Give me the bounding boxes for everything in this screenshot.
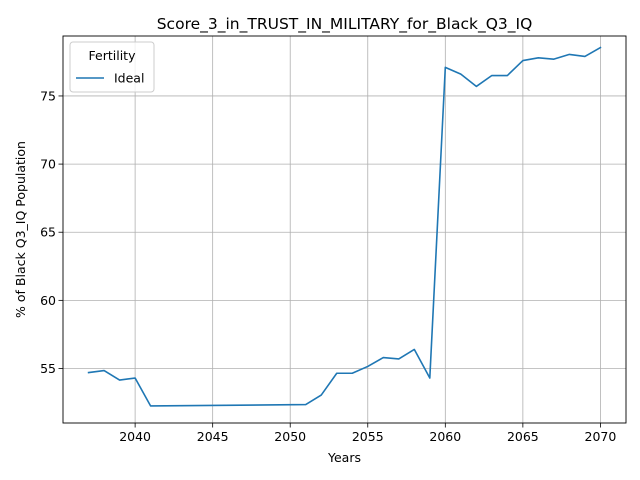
legend: Fertility Ideal — [69, 41, 155, 93]
x-tick-label: 2045 — [197, 429, 229, 444]
legend-entry-label: Ideal — [114, 71, 144, 86]
series-line-ideal — [87, 46, 602, 407]
x-tick-label: 2055 — [352, 429, 384, 444]
y-tick-label: 75 — [40, 88, 56, 103]
chart-title: Score_3_in_TRUST_IN_MILITARY_for_Black_Q… — [157, 15, 533, 34]
y-tick-label: 70 — [40, 157, 56, 172]
x-tick-label: 2040 — [119, 429, 151, 444]
legend-title: Fertility — [89, 48, 137, 63]
x-tick-label: 2070 — [585, 429, 617, 444]
x-axis: 2040 2045 2050 2055 2060 2065 2070 — [119, 423, 616, 444]
y-tick-label: 65 — [40, 225, 56, 240]
y-axis-label: % of Black Q3_IQ Population — [13, 141, 28, 318]
x-tick-label: 2060 — [429, 429, 461, 444]
y-axis: 55 60 65 70 75 — [40, 88, 63, 376]
y-tick-label: 60 — [40, 293, 56, 308]
x-tick-label: 2050 — [274, 429, 306, 444]
y-tick-label: 55 — [40, 361, 56, 376]
plot-frame — [62, 35, 627, 424]
x-tick-label: 2065 — [507, 429, 539, 444]
x-axis-label: Years — [327, 450, 361, 465]
grid — [63, 36, 626, 423]
series-layer — [87, 46, 602, 407]
legend-box — [69, 41, 155, 93]
